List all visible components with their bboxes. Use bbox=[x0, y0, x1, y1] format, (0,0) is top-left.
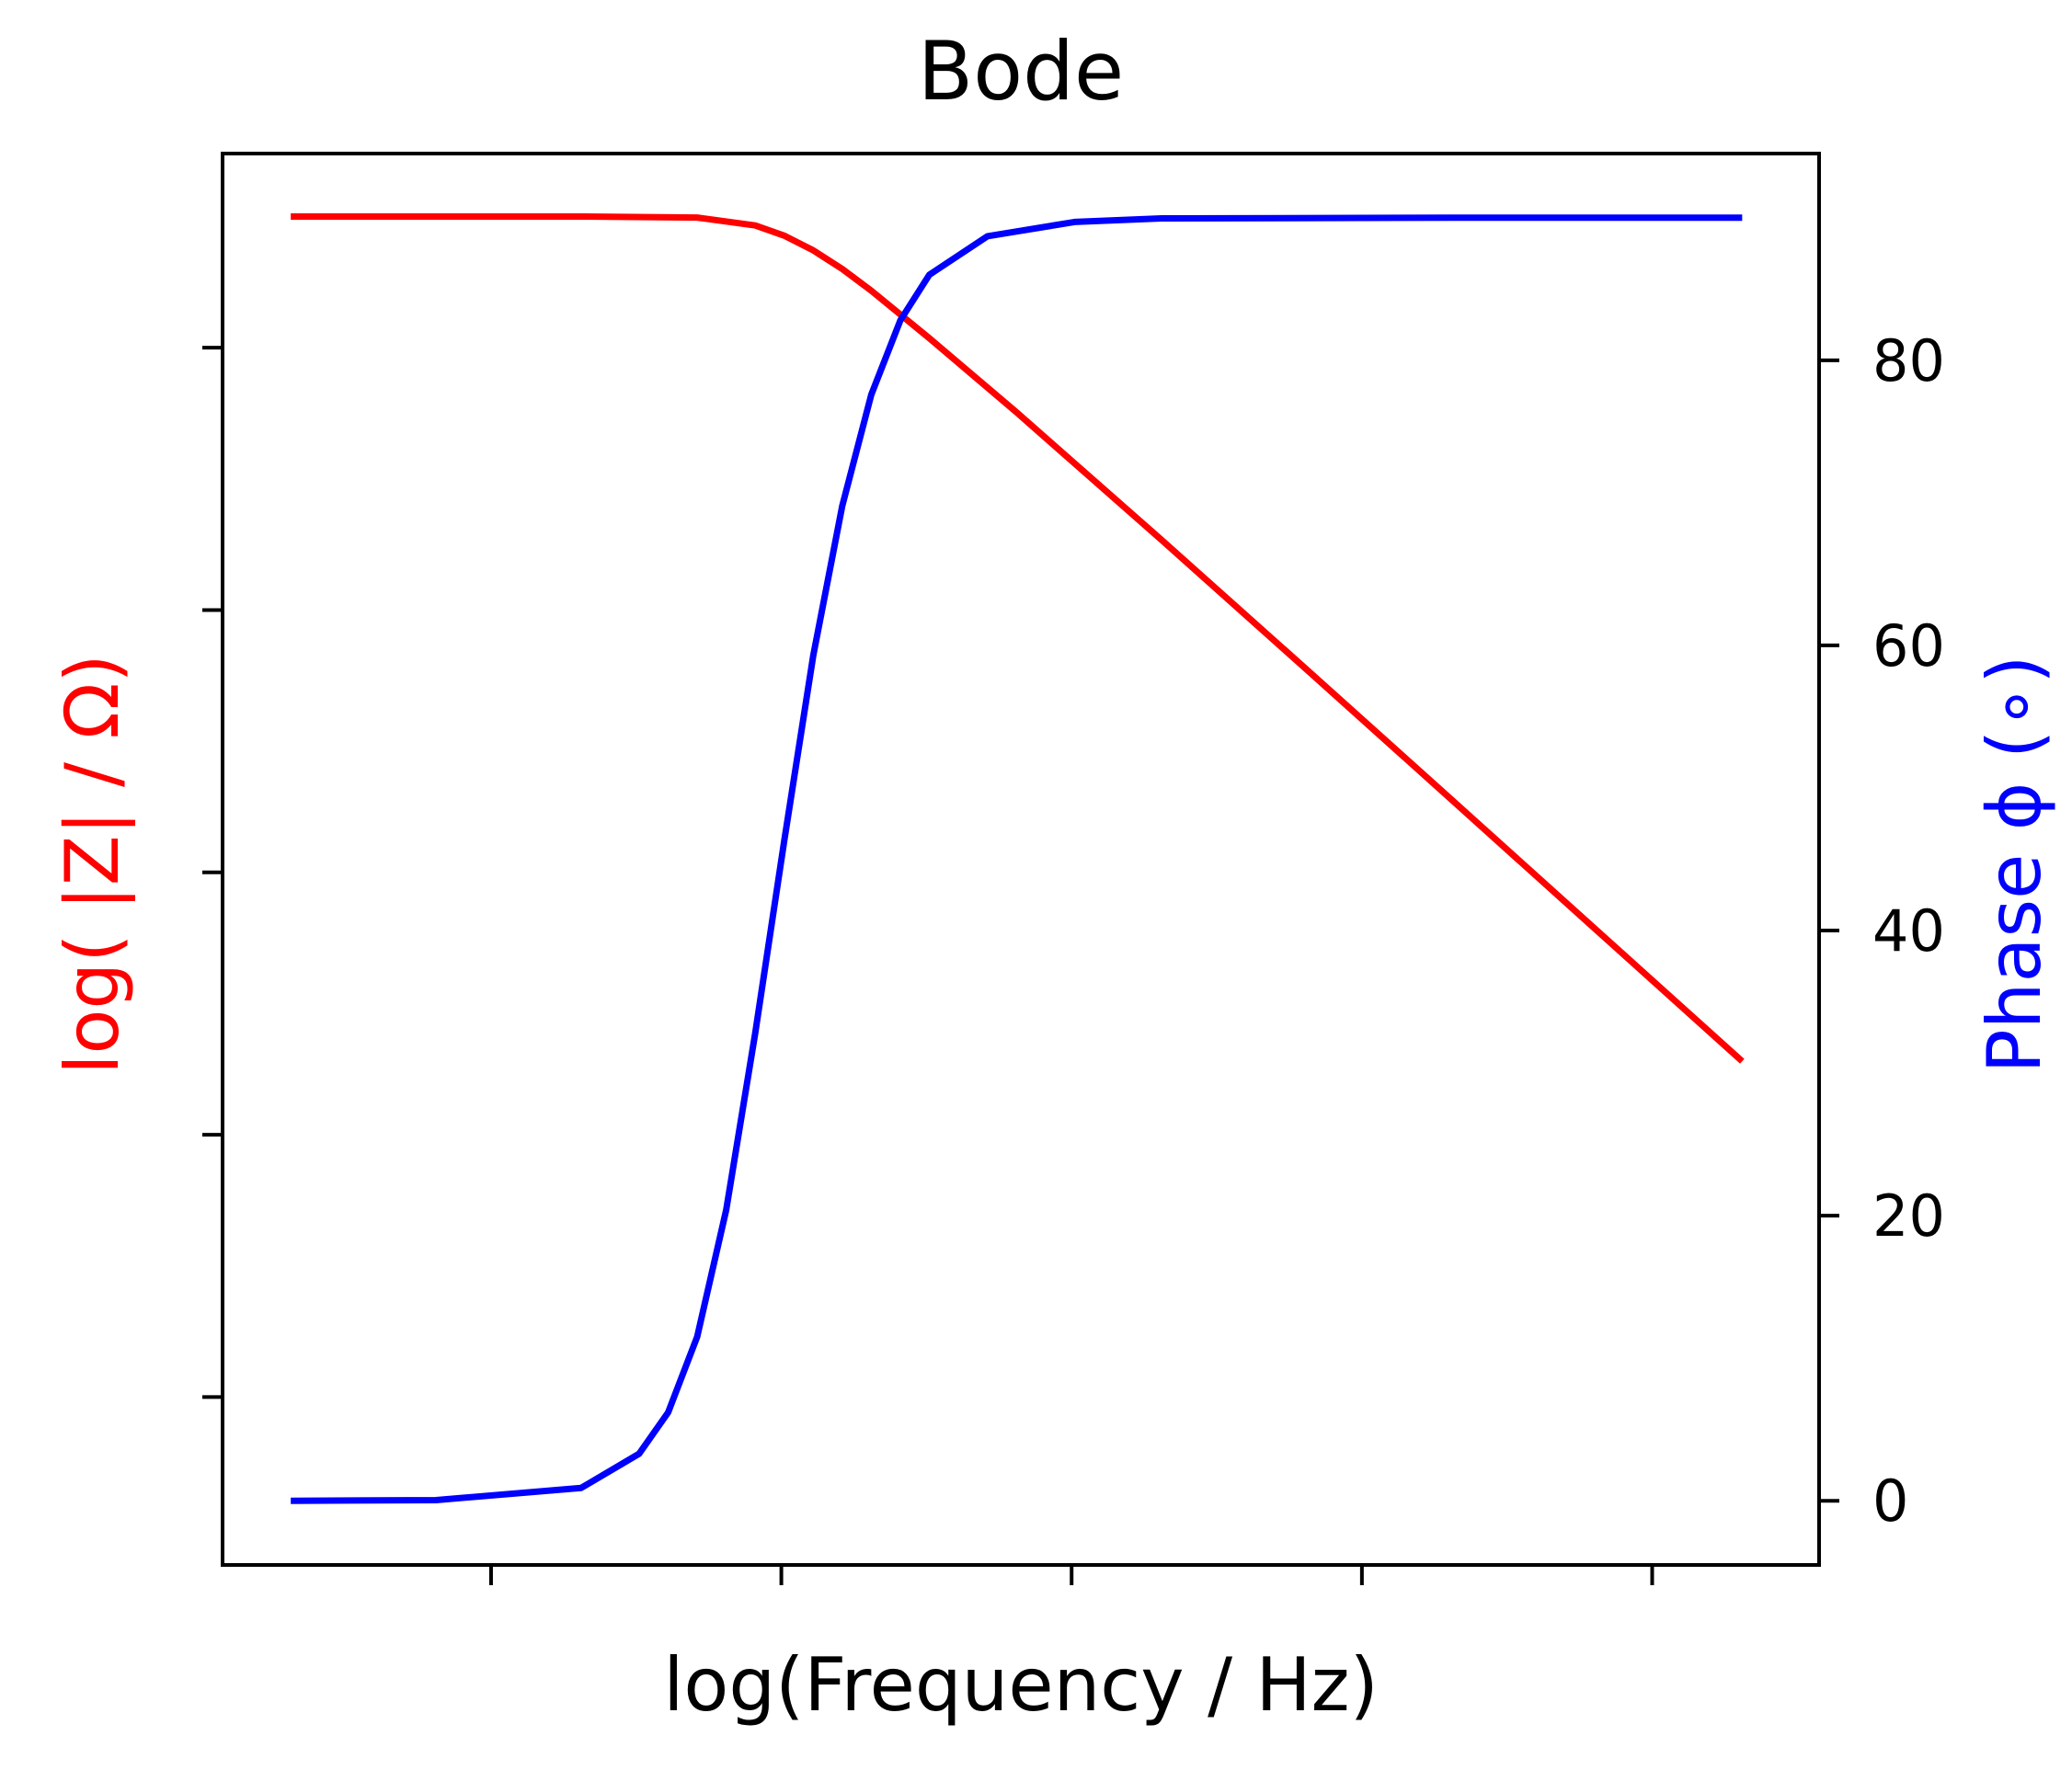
y-right-tick-label: 80 bbox=[1872, 327, 1945, 394]
y-right-tick-label: 40 bbox=[1872, 897, 1945, 965]
plot-frame bbox=[221, 152, 1821, 1567]
chart-marks: 0 20 40 60 80 bbox=[202, 212, 1945, 1585]
y-right-tick-label: 60 bbox=[1872, 612, 1945, 679]
magnitude-series-line bbox=[291, 212, 1745, 1064]
x-axis-label: log(Frequency / Hz) bbox=[663, 1642, 1379, 1728]
phase-series-line bbox=[291, 214, 1743, 1504]
y-left-axis-label: log( |Z| / Ω) bbox=[50, 654, 136, 1074]
y-right-axis-label: Phase ϕ (∘) bbox=[1972, 656, 2057, 1074]
y-right-tick-label: 20 bbox=[1872, 1182, 1945, 1250]
chart-title: Bode bbox=[918, 24, 1124, 119]
y-right-tick-label: 0 bbox=[1872, 1467, 1908, 1535]
